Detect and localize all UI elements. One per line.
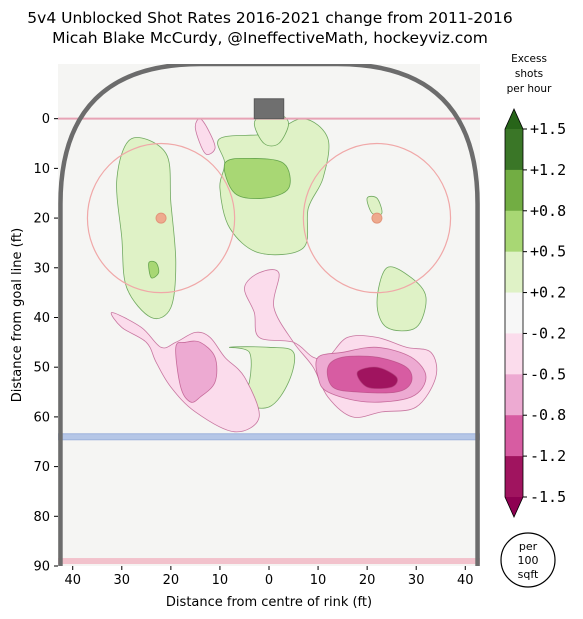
x-tick-label: 10 <box>212 573 229 588</box>
x-tick-label: 30 <box>114 573 131 588</box>
colorbar-tick-label: +0.8 <box>530 202 566 220</box>
colorbar-bin <box>505 210 523 253</box>
colorbar-tick-label: -0.5 <box>530 365 566 383</box>
center-line <box>58 558 480 565</box>
y-tick-label: 60 <box>33 410 50 425</box>
region-left-point-core <box>175 340 218 403</box>
goal-net <box>253 98 285 120</box>
unit-badge-circle <box>500 532 556 588</box>
colorbar-bin <box>505 251 523 294</box>
x-tick-label: 20 <box>163 573 180 588</box>
colorbar-extend-high <box>505 109 523 129</box>
colorbar-tick-label: -1.2 <box>530 447 566 465</box>
colorbar: Excess shots per hour +1.5 +1.2 +0.8 +0.5 +0.2 -… <box>504 53 566 518</box>
unit-badge-line: per <box>519 540 538 553</box>
colorbar-tick-label: +0.5 <box>530 243 566 261</box>
y-tick-label: 30 <box>33 261 50 276</box>
colorbar-tick-label: +1.2 <box>530 161 566 179</box>
colorbar-extend-low <box>505 497 523 517</box>
faceoff-circle <box>86 142 236 294</box>
unit-badge-line: sqft <box>518 568 539 581</box>
y-tick-label: 90 <box>33 560 50 575</box>
colorbar-bin <box>505 169 523 212</box>
y-tick-label: 80 <box>33 510 50 525</box>
x-tick-label: 20 <box>359 573 376 588</box>
faceoff-circle <box>302 142 452 294</box>
y-axis-label: Distance from goal line (ft) <box>10 228 25 402</box>
y-tick-label: 70 <box>33 460 50 475</box>
x-tick-label: 30 <box>408 573 425 588</box>
x-tick-label: 0 <box>265 573 273 588</box>
colorbar-tick-label: -1.5 <box>530 488 566 506</box>
heatmap-regions <box>110 112 438 433</box>
colorbar-tick-label: -0.8 <box>530 406 566 424</box>
colorbar-bin <box>505 374 523 416</box>
region-left-slot-positive <box>116 137 177 320</box>
region-crease-positive-core <box>223 157 291 199</box>
colorbar-title-line: Excess <box>511 53 547 65</box>
x-tick-label: 10 <box>310 573 327 588</box>
y-tick-label: 20 <box>33 212 50 227</box>
colorbar-bin <box>505 415 523 457</box>
axes: 40 30 20 10 0 10 20 30 40 0 10 20 30 40 50 60 70 80 90 <box>33 112 473 588</box>
chart-subtitle: Micah Blake McCurdy, @IneffectiveMath, h… <box>52 29 488 47</box>
colorbar-bin <box>505 456 523 498</box>
y-tick-label: 0 <box>42 112 50 127</box>
y-tick-label: 10 <box>33 162 50 177</box>
colorbar-bin <box>505 333 523 375</box>
y-tick-label: 50 <box>33 361 50 376</box>
region-right-slot-core <box>356 366 398 390</box>
faceoff-dot <box>371 212 383 224</box>
colorbar-tick-label: +1.5 <box>530 120 566 138</box>
rink-boards <box>58 64 480 566</box>
colorbar-bin <box>505 292 523 334</box>
faceoff-dot <box>155 212 167 224</box>
colorbar-title-line: shots <box>515 68 543 80</box>
x-tick-label: 40 <box>457 573 474 588</box>
colorbar-tick-label: +0.2 <box>530 284 566 302</box>
colorbar-tick-label: -0.2 <box>530 324 566 342</box>
region-right-dot-positive <box>366 195 383 216</box>
x-axis-label: Distance from centre of rink (ft) <box>166 595 372 610</box>
region-left-crease-negative <box>194 118 216 155</box>
region-left-slot-positive-core <box>148 260 160 279</box>
colorbar-bin <box>505 129 523 171</box>
rink-markings <box>58 64 480 566</box>
colorbar-title-line: per hour <box>507 83 553 95</box>
x-tick-label: 40 <box>64 573 81 588</box>
chart-title: 5v4 Unblocked Shot Rates 2016-2021 chang… <box>27 9 513 27</box>
blue-line <box>58 433 480 441</box>
unit-badge-line: 100 <box>518 554 539 567</box>
y-tick-label: 40 <box>33 311 50 326</box>
